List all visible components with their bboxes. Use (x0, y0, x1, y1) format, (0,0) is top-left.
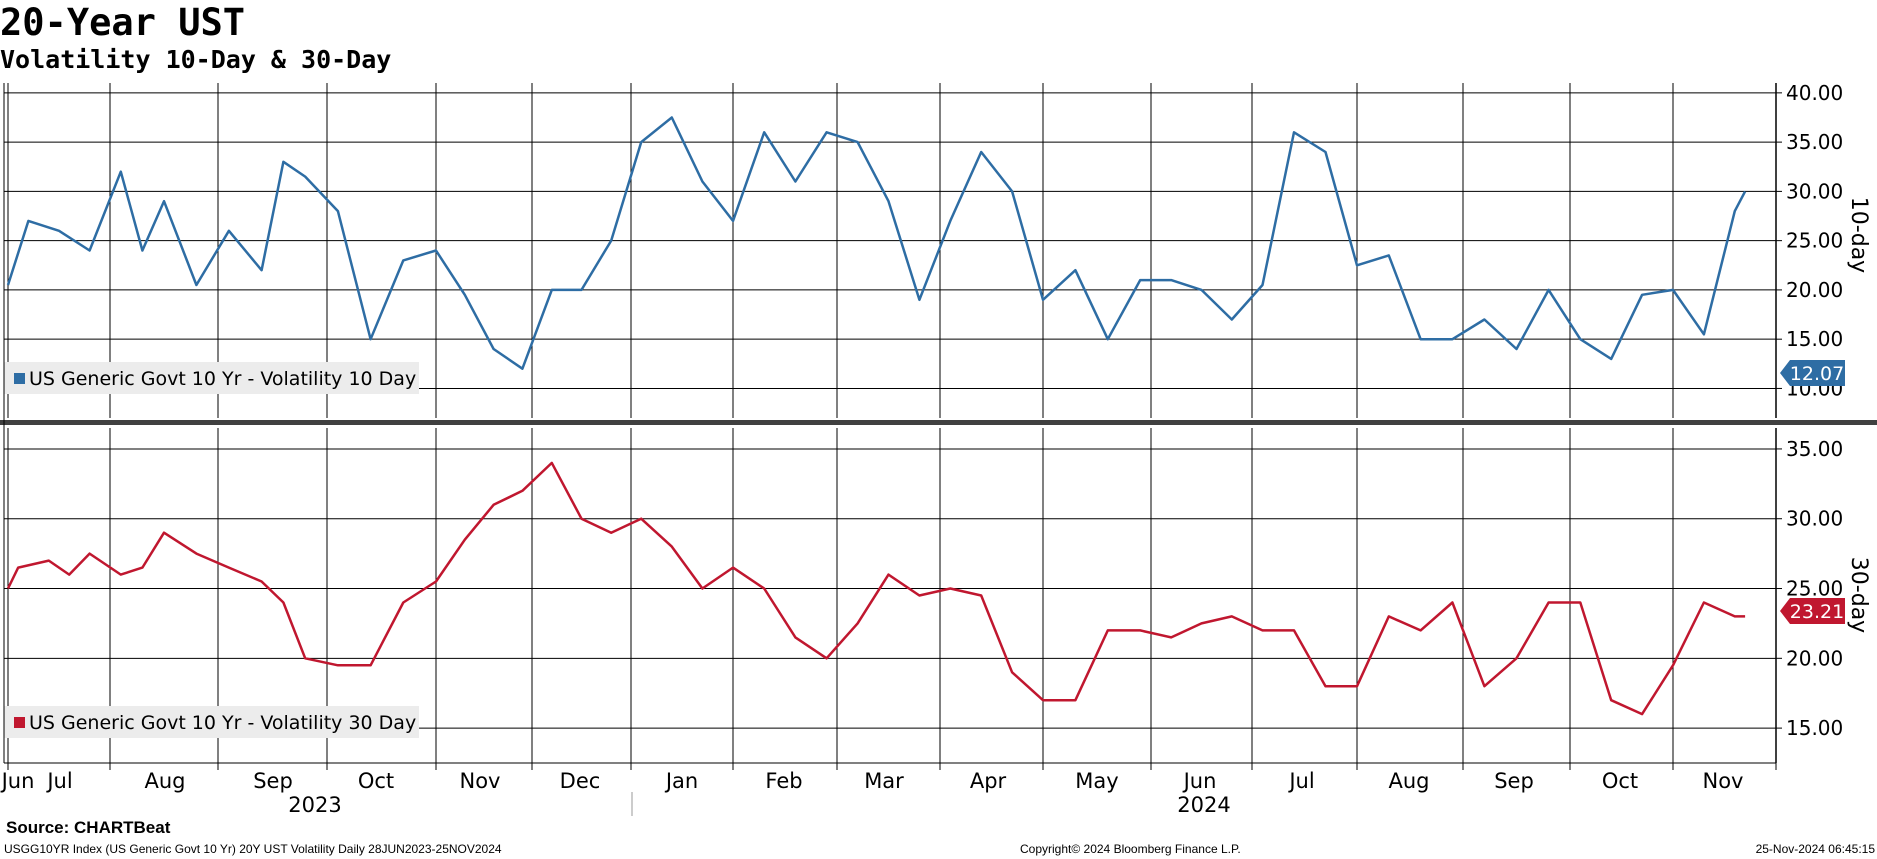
y-tick-label: 15.00 (1786, 716, 1843, 740)
x-month-label: Aug (144, 769, 185, 793)
legend-box (4, 362, 419, 394)
x-month-label: Mar (864, 769, 904, 793)
last-value-label: 23.21 (1790, 601, 1844, 623)
y-tick-label: 25.00 (1786, 229, 1843, 253)
y-tick-label: 35.00 (1786, 130, 1843, 154)
axis-label-1: 30-day (1846, 557, 1871, 633)
axis-label-0: 10-day (1846, 197, 1871, 273)
panel-separator (0, 420, 1877, 425)
legend-1: US Generic Govt 10 Yr - Volatility 30 Da… (4, 706, 419, 738)
source-label: Source: CHARTBeat (6, 818, 171, 837)
x-month-label: May (1075, 769, 1118, 793)
legend-label: US Generic Govt 10 Yr - Volatility 30 Da… (29, 712, 416, 734)
x-month-label: Feb (765, 769, 802, 793)
y-tick-label: 30.00 (1786, 507, 1843, 531)
x-month-label: Sep (1494, 769, 1534, 793)
x-month-label: Nov (460, 769, 501, 793)
legend-label: US Generic Govt 10 Yr - Volatility 10 Da… (29, 368, 416, 390)
y-tick-label: 20.00 (1786, 646, 1843, 670)
footer-timestamp: 25-Nov-2024 06:45:15 (1755, 842, 1875, 856)
x-month-label: Jul (1287, 769, 1314, 793)
x-year-label: 2024 (1177, 793, 1230, 817)
footer-index-info: USGG10YR Index (US Generic Govt 10 Yr) 2… (4, 842, 502, 856)
series-line-1 (6, 461, 1746, 716)
chart-title: 20-Year UST (0, 1, 246, 44)
y-tick-label: 30.00 (1786, 179, 1843, 203)
x-month-label: Jun (1182, 769, 1217, 793)
y-tick-label: 20.00 (1786, 278, 1843, 302)
x-month-label: Jan (664, 769, 698, 793)
x-month-label: Sep (253, 769, 293, 793)
legend-box (4, 706, 419, 738)
last-value-flag (1780, 360, 1845, 386)
x-month-label: Apr (970, 769, 1007, 793)
legend-swatch (14, 373, 25, 384)
x-month-label: Jul (45, 769, 72, 793)
footer-copyright: Copyright© 2024 Bloomberg Finance L.P. (1020, 842, 1241, 856)
chart-subtitle: Volatility 10-Day & 30-Day (0, 45, 392, 74)
x-month-label: Oct (1602, 769, 1638, 793)
y-tick-label: 15.00 (1786, 327, 1843, 351)
x-month-label: Aug (1388, 769, 1429, 793)
legend-0: US Generic Govt 10 Yr - Volatility 10 Da… (4, 362, 419, 394)
x-year-label: 2023 (288, 793, 341, 817)
y-tick-label: 35.00 (1786, 437, 1843, 461)
x-month-label: Oct (358, 769, 394, 793)
last-value-flag (1780, 598, 1845, 624)
x-month-label: Nov (1703, 769, 1744, 793)
y-tick-label: 40.00 (1786, 81, 1843, 105)
x-month-label: Dec (560, 769, 601, 793)
y-tick-label: 25.00 (1786, 577, 1843, 601)
x-month-label: Jun (0, 769, 34, 793)
legend-swatch (14, 717, 25, 728)
series-line-0 (6, 116, 1747, 370)
last-value-label: 12.07 (1790, 363, 1844, 385)
